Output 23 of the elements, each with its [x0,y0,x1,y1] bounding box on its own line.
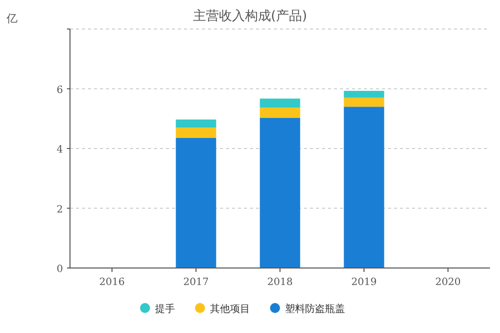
bar [260,118,300,268]
x-tick-label: 2018 [267,277,293,288]
bar [260,98,300,108]
y-tick-label: 2 [56,204,63,216]
x-tick-label: 2020 [435,277,461,288]
legend-label: 其他项目 [210,303,250,315]
legend-label: 提手 [155,303,175,315]
x-tick-label: 2019 [351,277,377,288]
x-tick-label: 2016 [99,277,125,288]
y-tick-label: 6 [56,84,63,96]
bar [176,128,216,138]
y-tick-label: 0 [56,264,63,275]
bar [344,90,384,98]
bar [344,98,384,107]
bar [176,138,216,268]
x-tick-label: 2017 [183,277,209,288]
bar [260,108,300,118]
bar [176,120,216,128]
bar [344,106,384,268]
y-axis-title: 亿 [6,12,18,25]
y-tick-label: 4 [56,144,63,156]
legend-label: 塑料防盗瓶盖 [285,303,345,315]
chart-title: 主营收入构成(产品) [192,8,308,24]
